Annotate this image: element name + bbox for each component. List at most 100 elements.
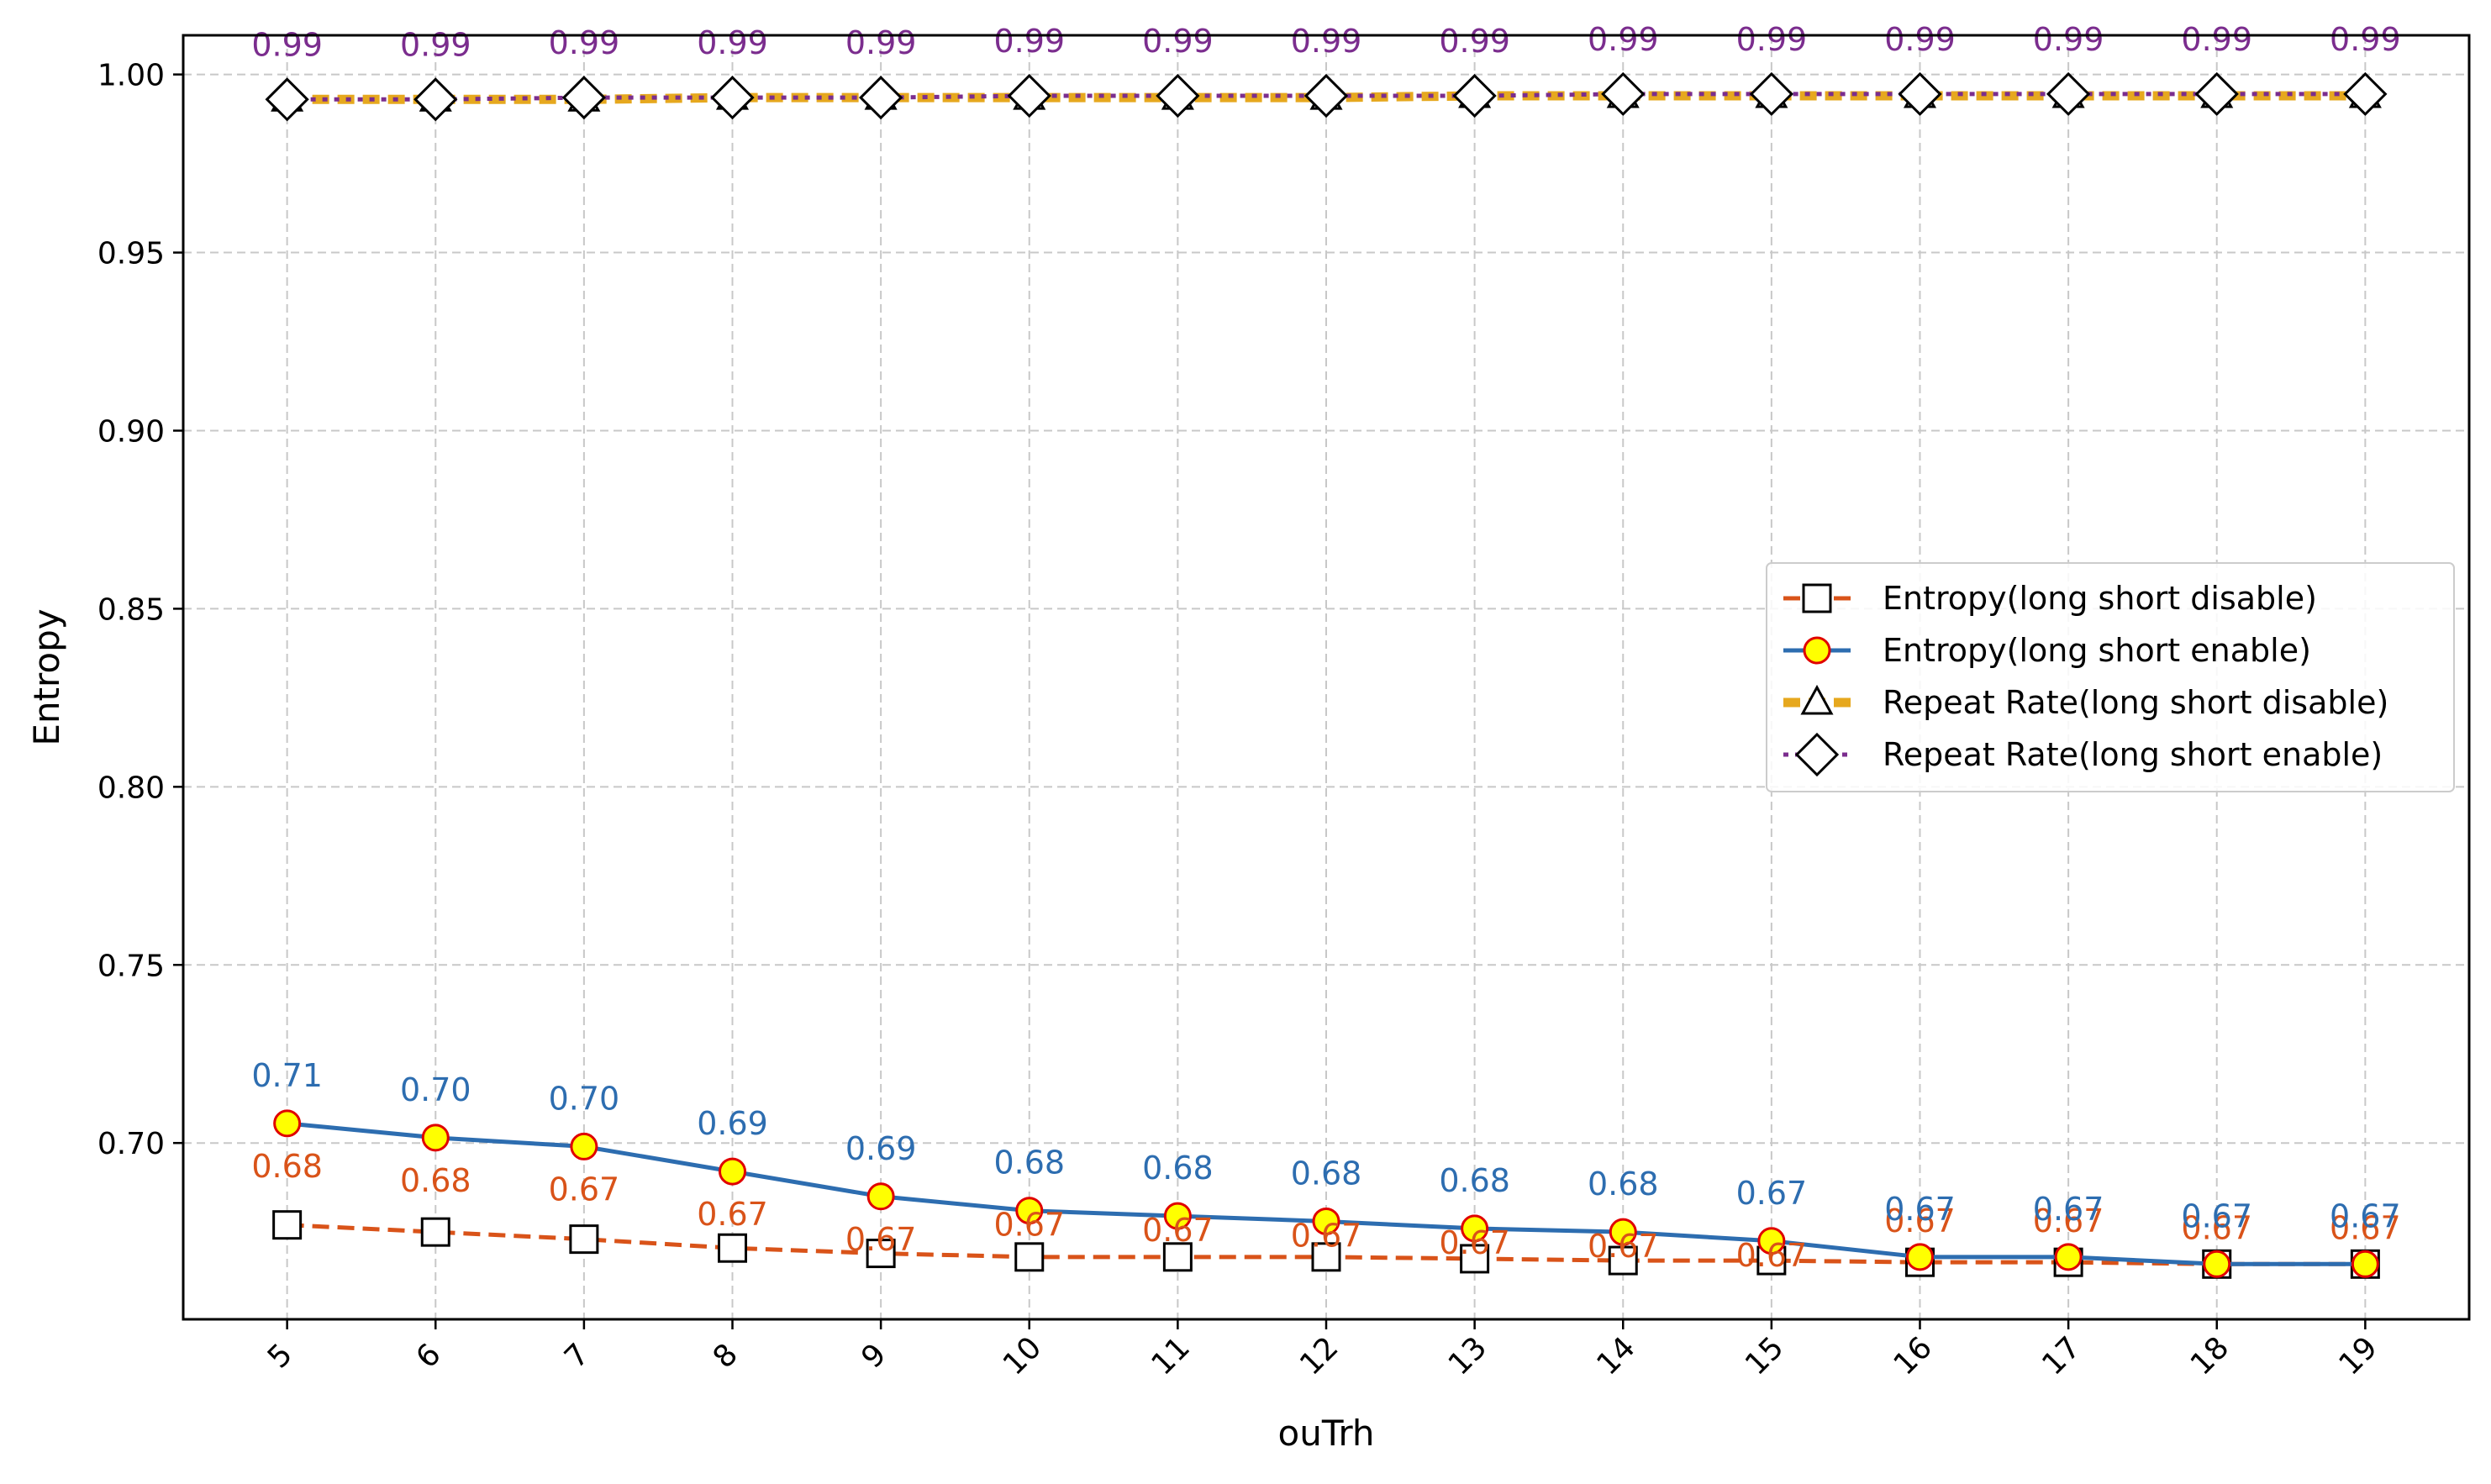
- square-marker: [1014, 1242, 1045, 1272]
- legend-label: Entropy(long short enable): [1883, 632, 2311, 669]
- triangle-marker: [1800, 684, 1834, 715]
- square-marker: [1802, 583, 1832, 613]
- data-label: 0.70: [400, 1071, 471, 1108]
- data-label: 0.68: [400, 1162, 471, 1199]
- diamond-marker: [2046, 71, 2091, 117]
- data-label: 0.67: [845, 1221, 917, 1258]
- y-tick-label: 0.85: [97, 592, 165, 627]
- data-label: 0.99: [697, 24, 768, 61]
- data-label: 0.99: [1736, 21, 1808, 58]
- diamond-marker: [710, 76, 755, 120]
- diamond-marker: [413, 77, 458, 122]
- x-axis-label: ouTrh: [1278, 1413, 1375, 1454]
- diamond-marker: [265, 77, 309, 122]
- y-tick-label: 0.90: [97, 414, 165, 449]
- legend: Entropy(long short disable) Entropy(long …: [1766, 562, 2455, 792]
- circle-marker: [719, 1157, 747, 1186]
- square-marker: [1608, 1245, 1638, 1276]
- data-label: 0.67: [2330, 1197, 2401, 1234]
- legend-entry: Entropy(long short enable): [1783, 632, 2311, 669]
- circle-marker: [1905, 1243, 1934, 1271]
- diamond-marker: [561, 76, 607, 120]
- y-tick-label: 0.80: [97, 771, 165, 805]
- data-label: 0.68: [1439, 1162, 1510, 1199]
- series-2: [273, 1109, 2379, 1278]
- diamond-marker: [1898, 71, 1942, 117]
- data-label: 0.99: [2330, 21, 2401, 58]
- legend-box: [1766, 562, 2455, 792]
- data-label: 0.99: [549, 24, 620, 61]
- data-label: 0.68: [993, 1145, 1065, 1181]
- legend-label: Repeat Rate(long short enable): [1883, 736, 2383, 773]
- data-label: 0.69: [697, 1105, 768, 1142]
- data-label: 0.99: [1884, 21, 1956, 58]
- diamond-marker: [2194, 71, 2239, 117]
- y-axis-label: Entropy: [26, 608, 67, 745]
- diamond-marker: [1794, 732, 1840, 777]
- data-label: 0.67: [1439, 1224, 1510, 1261]
- grid: [183, 35, 2469, 1319]
- data-label: 0.67: [697, 1196, 768, 1233]
- data-label: 0.67: [2181, 1209, 2252, 1246]
- square-marker: [420, 1217, 450, 1247]
- data-label: 0.67: [2330, 1209, 2401, 1246]
- data-label: 0.67: [2033, 1202, 2104, 1239]
- circle-marker: [2351, 1250, 2379, 1278]
- data-label: 0.67: [993, 1207, 1065, 1244]
- data-label: 0.99: [1588, 21, 1659, 58]
- diamond-marker: [1749, 71, 1793, 117]
- data-label: 0.99: [1291, 23, 1362, 60]
- data-label: 0.99: [1142, 23, 1214, 60]
- circle-marker: [866, 1182, 895, 1211]
- diamond-marker: [2343, 71, 2388, 117]
- circle-marker: [1015, 1197, 1044, 1225]
- y-tick-label: 0.70: [97, 1127, 165, 1161]
- legend-entry: Repeat Rate(long short disable): [1783, 684, 2388, 721]
- data-label: 0.68: [1588, 1166, 1659, 1202]
- square-marker: [718, 1233, 748, 1263]
- diamond-marker: [1303, 73, 1349, 118]
- circle-marker: [1609, 1218, 1637, 1246]
- square-marker: [272, 1210, 303, 1240]
- square-marker: [569, 1224, 599, 1255]
- data-label: 0.99: [845, 24, 917, 61]
- circle-marker: [570, 1132, 598, 1160]
- diamond-marker: [1601, 71, 1646, 117]
- circle-marker: [1803, 636, 1831, 665]
- y-tick-label: 0.95: [97, 237, 165, 271]
- square-marker: [1162, 1242, 1193, 1272]
- data-label: 0.68: [1291, 1155, 1362, 1192]
- data-label: 0.99: [2033, 21, 2104, 58]
- data-label: 0.67: [1884, 1191, 1956, 1228]
- legend-entry: Repeat Rate(long short enable): [1783, 732, 2383, 777]
- data-label: 0.71: [251, 1057, 323, 1094]
- data-label: 0.67: [1884, 1202, 1956, 1239]
- data-label: 0.67: [1736, 1175, 1808, 1212]
- diamond-marker: [1007, 73, 1051, 118]
- legend-entry: Entropy(long short disable): [1783, 580, 2317, 617]
- data-label: 0.67: [1736, 1237, 1808, 1274]
- circle-marker: [1163, 1202, 1192, 1230]
- circle-marker: [1312, 1207, 1340, 1235]
- square-marker: [1311, 1242, 1341, 1272]
- data-label: 0.99: [1439, 23, 1510, 60]
- data-labels: 0.68 0.68 0.670.670.67 0.67 0.67 0.67 0.67 0.67…: [251, 21, 2400, 1274]
- data-label: 0.68: [1142, 1150, 1214, 1187]
- data-label: 0.99: [2181, 21, 2252, 58]
- data-label: 0.67: [1142, 1212, 1214, 1249]
- data-label: 0.67: [549, 1171, 620, 1208]
- legend-label: Repeat Rate(long short disable): [1883, 684, 2388, 721]
- square-marker: [866, 1239, 896, 1269]
- data-label: 0.99: [993, 23, 1065, 60]
- data-label: 0.67: [2181, 1197, 2252, 1234]
- data-label: 0.99: [400, 26, 471, 63]
- data-label: 0.67: [1588, 1228, 1659, 1265]
- data-label: 0.67: [2033, 1191, 2104, 1228]
- circle-marker: [273, 1109, 302, 1138]
- circle-marker: [421, 1124, 450, 1152]
- circle-marker: [1757, 1227, 1786, 1255]
- square-marker: [1460, 1244, 1490, 1274]
- y-tick-label: 0.75: [97, 949, 165, 983]
